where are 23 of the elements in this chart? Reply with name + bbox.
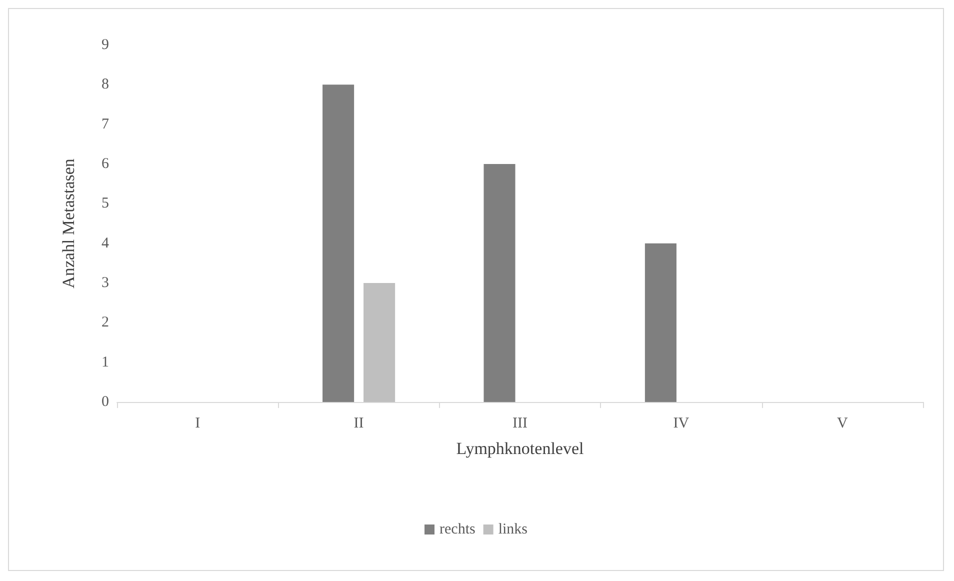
bar [322,84,354,402]
y-tick-label: 6 [102,156,110,172]
y-tick-label: 2 [102,314,109,331]
y-tick-label: 8 [102,76,109,93]
x-tick-label: III [512,416,528,432]
y-tick-label: 7 [102,116,110,132]
bar [644,243,676,402]
bar [364,283,396,402]
y-tick-label: 3 [102,275,109,291]
y-tick-label: 0 [102,394,109,410]
x-tick-label: II [354,416,364,432]
x-axis-title: Lymphknotenlevel [456,439,584,458]
y-tick-label: 5 [102,196,109,212]
bar [484,164,516,402]
legend-label: rechts [440,522,476,538]
legend-label: links [498,522,528,538]
y-axis-title: Anzahl Metastasen [59,158,78,288]
y-tick-label: 9 [102,37,109,53]
x-tick-label: V [836,416,848,432]
x-tick-label: IV [673,416,690,432]
y-tick-label: 1 [102,354,109,370]
x-tick-label: I [195,416,200,432]
y-tick-label: 4 [102,235,110,252]
